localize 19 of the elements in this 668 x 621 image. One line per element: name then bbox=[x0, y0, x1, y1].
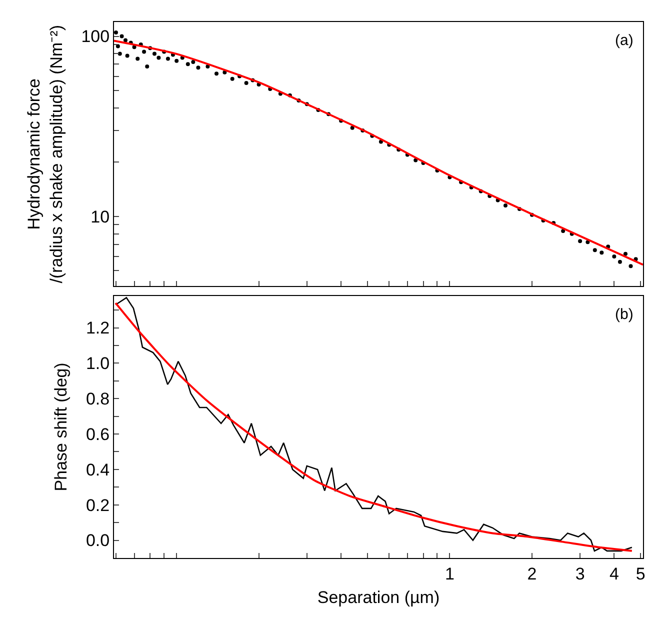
y-tick-label: 1.0 bbox=[86, 354, 110, 374]
y-tick-label: 0.8 bbox=[86, 390, 110, 409]
y-axis-title: Phase shift (deg) bbox=[52, 362, 71, 492]
annotation: (b) bbox=[615, 306, 634, 323]
x-tick-label: 4 bbox=[609, 564, 619, 584]
y-tick-label: 0.2 bbox=[86, 496, 110, 515]
y-tick-label: 10 bbox=[90, 207, 110, 226]
x-tick-label: 2 bbox=[527, 564, 537, 584]
y-tick-label: 1.2 bbox=[86, 318, 110, 338]
x-axis-title: Separation (µm) bbox=[317, 588, 440, 607]
annotation: (a) bbox=[615, 32, 634, 49]
y-tick-label: 100 bbox=[81, 27, 110, 46]
y-axis-title: Hydrodynamic force /(radius x shake amplitude) (Nm⁻²) bbox=[24, 25, 66, 284]
y-tick-label: 0.0 bbox=[86, 531, 110, 550]
y-tick-label: 0.6 bbox=[86, 424, 110, 444]
x-tick-label: 1 bbox=[444, 564, 454, 584]
y-tick-label: 0.4 bbox=[86, 460, 110, 480]
x-tick-label: 5 bbox=[636, 564, 646, 584]
x-tick-label: 3 bbox=[575, 564, 585, 584]
